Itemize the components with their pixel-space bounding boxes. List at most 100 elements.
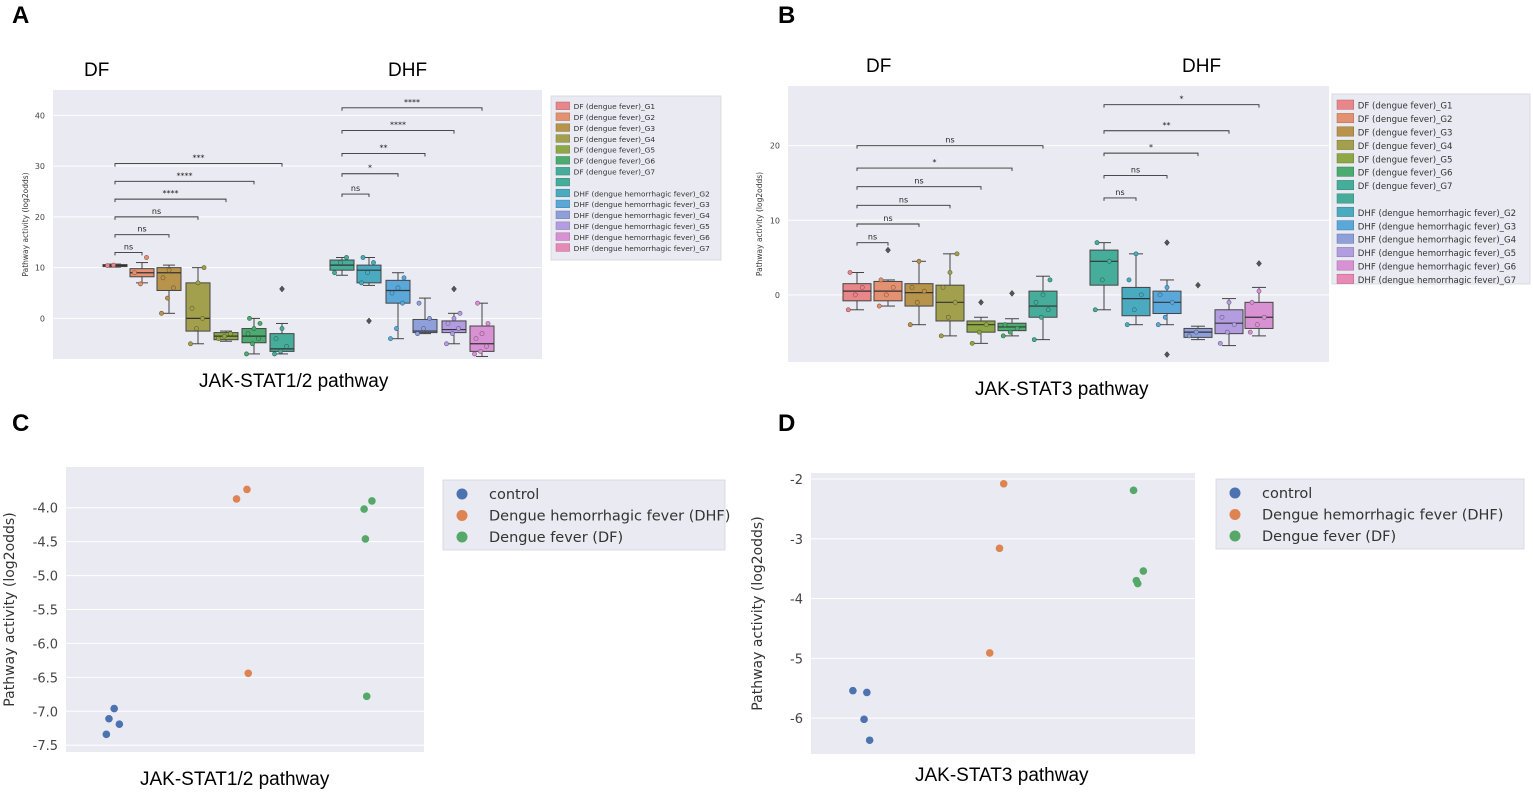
panel-a-group-df: DF bbox=[84, 60, 110, 81]
legend: control Dengue hemorrhagic fever (DHF) Den… bbox=[1215, 478, 1525, 550]
bracket-line bbox=[114, 216, 199, 220]
legend-label: DF (dengue fever)_G5 bbox=[1358, 155, 1453, 165]
data-point bbox=[1000, 333, 1006, 339]
significance-label: ns bbox=[883, 214, 892, 223]
data-point bbox=[138, 281, 143, 287]
significance-label: ns bbox=[899, 195, 908, 204]
box-dhf-g4 bbox=[412, 297, 438, 337]
data-point bbox=[400, 300, 405, 306]
data-point bbox=[1033, 299, 1039, 305]
legend-swatch bbox=[1336, 206, 1354, 217]
outlier-point bbox=[1256, 260, 1262, 267]
bracket-line bbox=[114, 163, 283, 167]
data-point bbox=[456, 326, 461, 331]
data-point bbox=[1002, 322, 1008, 328]
legend-swatch bbox=[1336, 273, 1354, 284]
panel-d-pathway-title: JAK-STAT3 pathway bbox=[915, 765, 1089, 786]
outlier-point bbox=[1164, 239, 1170, 247]
data-point bbox=[1092, 307, 1098, 313]
significance-bracket: * bbox=[1103, 143, 1199, 157]
data-point bbox=[1099, 277, 1105, 283]
data-point bbox=[1038, 314, 1044, 320]
data-point bbox=[878, 277, 884, 283]
bracket-line bbox=[856, 186, 982, 190]
panel-letter-b: B bbox=[778, 2, 796, 29]
data-point bbox=[194, 326, 199, 331]
scatter-point bbox=[361, 535, 370, 543]
significance-label: *** bbox=[193, 154, 205, 163]
y-tick-label: -4 bbox=[790, 593, 803, 608]
y-tick-label: -5.5 bbox=[33, 604, 58, 619]
significance-bracket: ns bbox=[856, 195, 951, 209]
significance-label: **** bbox=[163, 189, 179, 198]
bracket-line bbox=[341, 130, 455, 134]
data-point bbox=[421, 326, 426, 331]
scatter-point bbox=[368, 497, 376, 505]
box-dhf-g2 bbox=[1121, 251, 1151, 328]
y-tick-label: -6.0 bbox=[33, 637, 58, 652]
significance-bracket: * bbox=[856, 158, 1013, 172]
legend-label: DF (dengue fever)_G4 bbox=[574, 135, 656, 144]
data-point bbox=[1045, 307, 1051, 313]
panel-letter-a: A bbox=[12, 2, 30, 29]
box-dhf-g3 bbox=[1152, 239, 1182, 358]
data-point bbox=[389, 290, 395, 296]
scatter-point bbox=[105, 714, 113, 723]
legend-label: DHF (dengue hemorrhagic fever)_G3 bbox=[1358, 222, 1516, 232]
data-point bbox=[1226, 299, 1232, 305]
data-point bbox=[845, 307, 851, 313]
significance-label: ns bbox=[1131, 166, 1140, 175]
data-point bbox=[1031, 337, 1037, 343]
data-point bbox=[1256, 288, 1262, 294]
box-df-g5 bbox=[966, 298, 996, 346]
data-point bbox=[371, 260, 376, 265]
data-point bbox=[1094, 240, 1100, 246]
data-point bbox=[1007, 329, 1013, 335]
data-point bbox=[394, 326, 399, 331]
legend-label: DHF (dengue hemorrhagic fever)_G3 bbox=[574, 200, 710, 209]
box-df-g4 bbox=[935, 251, 965, 339]
significance-label: **** bbox=[404, 98, 420, 107]
legend-label: DF (dengue fever)_G4 bbox=[1358, 142, 1453, 152]
box-dhf-g6 bbox=[1244, 260, 1274, 337]
legend-marker bbox=[456, 531, 468, 543]
data-point bbox=[1014, 326, 1020, 331]
data-point bbox=[914, 299, 920, 305]
scatter-point bbox=[232, 495, 241, 503]
bracket-line bbox=[114, 198, 227, 203]
legend-swatch bbox=[555, 112, 570, 121]
data-point bbox=[1157, 292, 1163, 298]
y-tick-label: 10 bbox=[35, 264, 45, 273]
legend-label: DHF (dengue hemorrhagic fever)_G4 bbox=[574, 211, 710, 220]
legend-label: DHF (dengue hemorrhagic fever)_G4 bbox=[1358, 236, 1516, 246]
significance-label: ns bbox=[351, 184, 360, 193]
scatter-point bbox=[865, 736, 874, 745]
legend-marker bbox=[1229, 509, 1241, 520]
bracket-line bbox=[341, 193, 370, 198]
legend-box bbox=[550, 95, 722, 261]
data-point bbox=[165, 295, 170, 301]
outlier-point bbox=[1164, 351, 1170, 358]
bracket-line bbox=[856, 204, 951, 209]
data-point bbox=[1131, 307, 1137, 313]
data-point bbox=[279, 326, 285, 331]
significance-bracket: ns bbox=[114, 242, 143, 256]
box-df-g2 bbox=[873, 246, 903, 309]
significance-bracket: ns bbox=[856, 233, 889, 246]
y-tick-label: -6 bbox=[790, 712, 803, 727]
y-tick-label: 0 bbox=[40, 314, 45, 323]
data-point bbox=[200, 315, 205, 321]
scatter-point bbox=[863, 688, 871, 697]
data-point bbox=[954, 251, 960, 257]
legend-swatch bbox=[1336, 233, 1354, 244]
legend-swatch bbox=[1336, 193, 1354, 204]
y-tick-label: -5 bbox=[790, 652, 803, 667]
scatter-point bbox=[1133, 579, 1142, 588]
y-tick-label: -7.0 bbox=[33, 705, 58, 720]
significance-label: ns bbox=[945, 136, 954, 145]
data-point bbox=[457, 310, 463, 316]
data-point bbox=[1193, 329, 1199, 335]
legend-label: DF (dengue fever)_G2 bbox=[574, 113, 656, 122]
data-point bbox=[284, 343, 289, 349]
